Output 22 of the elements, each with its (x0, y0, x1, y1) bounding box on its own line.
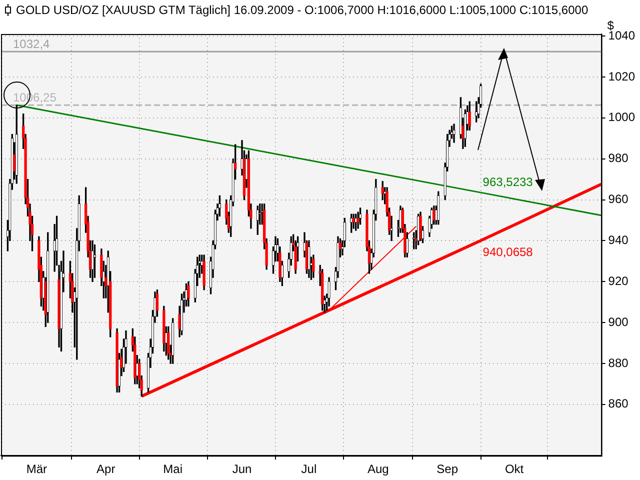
x-tick-label: Mär (26, 462, 48, 476)
y-axis-title: $ (607, 18, 614, 32)
y-tick-label: 880 (608, 356, 629, 370)
ref-line-label: 1032,4 (13, 36, 50, 51)
y-tick-label: 860 (608, 396, 629, 411)
y-tick-label: 900 (608, 314, 629, 329)
x-tick-label: Okt (504, 462, 524, 476)
x-tick-label: Jun (232, 462, 252, 476)
annotation: 940,0658 (482, 244, 534, 259)
chart-title: GOLD USD/OZ [XAUUSD GTM Täglich] 16.09.2009 - O:1006,7000 H:1016,6000 L:1005,1000 C:1015,6000 (16, 3, 588, 17)
y-tick-label: 980 (608, 151, 629, 166)
x-tick-label: Jul (301, 462, 317, 476)
x-tick-label: Apr (96, 462, 116, 476)
annotation: 963,5233 (482, 174, 534, 189)
x-tick-label: Aug (367, 462, 389, 476)
x-tick-label: Mai (163, 462, 183, 476)
y-tick-label: 940 (608, 233, 629, 248)
x-tick-label: Sep (436, 462, 458, 476)
y-tick-label: 960 (608, 192, 629, 206)
y-tick-label: 1020 (608, 69, 636, 84)
y-tick-label: 1000 (608, 110, 636, 124)
y-tick-label: 920 (608, 274, 629, 288)
